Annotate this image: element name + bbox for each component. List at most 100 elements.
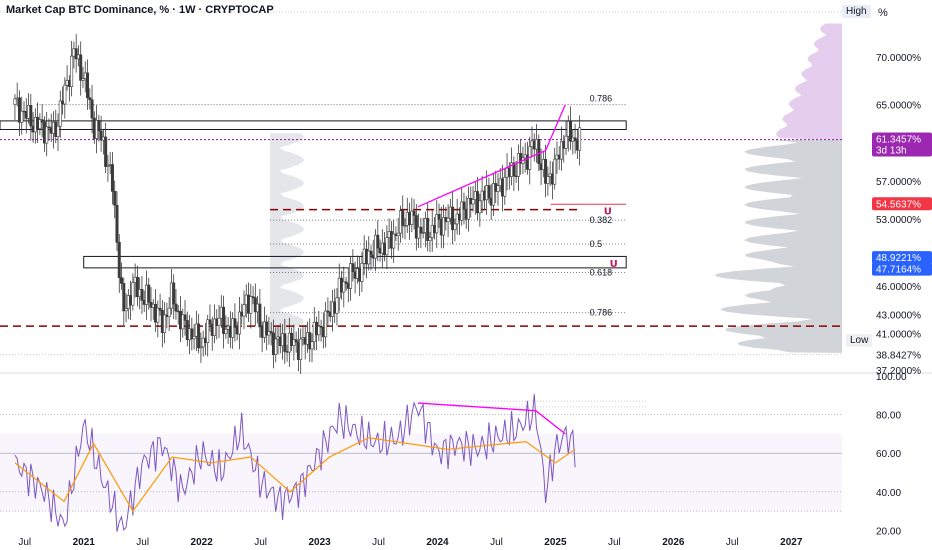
candle-body	[496, 185, 500, 192]
candle-body	[569, 121, 573, 142]
rsi-line	[14, 394, 576, 532]
candle-body	[172, 282, 176, 305]
candle-body	[453, 223, 457, 231]
rsi-axis-tick-label: 60.00	[876, 449, 901, 460]
y-axis-tick-label: 37.2000%	[876, 366, 921, 377]
candle-body	[47, 126, 51, 129]
candle-body	[167, 307, 171, 318]
candle-body	[104, 136, 108, 167]
candle-body	[516, 153, 520, 177]
candle-body	[58, 100, 62, 127]
volume-profile-upper	[776, 23, 842, 140]
candle-body	[435, 214, 439, 234]
candle-body	[471, 199, 475, 205]
low-tag: Low	[846, 334, 873, 347]
x-axis-tick-label: 2021	[73, 537, 96, 548]
y-axis-tick-label: 57.0000%	[876, 177, 921, 188]
unit-label: %	[878, 7, 888, 19]
fib-label: 0.786	[590, 94, 613, 104]
candle-body	[335, 297, 339, 314]
candle-body	[269, 331, 273, 334]
y-axis-tick-label: 43.0000%	[876, 311, 921, 322]
x-axis-tick-label: Jul	[254, 537, 267, 548]
candle-body	[553, 158, 557, 185]
candle-body	[401, 210, 405, 226]
candle-body	[349, 263, 353, 289]
price-tag-low-value: 38.8427%	[876, 350, 921, 361]
candle-body	[503, 176, 507, 197]
y-axis-tick-label: 65.0000%	[876, 101, 921, 112]
candle-body	[460, 201, 464, 221]
candle-body	[124, 308, 128, 312]
candle-body	[578, 127, 582, 151]
candle-body	[213, 318, 217, 336]
candle-body	[351, 263, 355, 272]
candle-body	[190, 328, 194, 340]
candle-body	[421, 232, 425, 234]
candle-body	[158, 307, 162, 311]
price-tag-countdown: 3d 13h	[876, 146, 907, 157]
candle-body	[564, 135, 568, 149]
candle-body	[237, 311, 241, 335]
candle-body	[310, 341, 314, 350]
candle-body	[79, 54, 83, 81]
candle-body	[324, 310, 328, 338]
candle-body	[251, 296, 255, 299]
price-tag-bg	[872, 262, 932, 276]
candle-body	[117, 242, 121, 279]
rsi-axis-tick-label: 40.00	[876, 488, 901, 499]
rsi-signal-line	[14, 437, 576, 513]
candle-body	[192, 336, 196, 340]
candle-body	[113, 191, 117, 206]
candle-body	[197, 323, 201, 349]
candle-body	[20, 110, 24, 123]
y-axis-tick-label: 70.0000%	[876, 53, 921, 64]
candle-body	[88, 97, 92, 101]
candle-body	[491, 183, 495, 206]
candle-body	[81, 78, 85, 81]
price-tag-value: 48.9221%	[876, 253, 921, 264]
volume-profile-middle	[270, 133, 304, 344]
candle-body	[183, 314, 187, 321]
candle-body	[97, 120, 101, 132]
y-axis-tick-label: 46.0000%	[876, 282, 921, 293]
rsi-axis-tick-label: 100.00	[876, 372, 907, 383]
candle-body	[122, 283, 126, 312]
candle-body	[419, 226, 423, 234]
candle-body	[74, 48, 78, 60]
candle-body	[412, 210, 416, 216]
candle-body	[292, 339, 296, 346]
candle-body	[426, 218, 430, 241]
candle-body	[317, 325, 321, 336]
candle-body	[233, 318, 237, 328]
candle-body	[208, 319, 212, 325]
candle-body	[559, 141, 563, 160]
candle-body	[360, 262, 364, 282]
x-axis-tick-label: 2022	[191, 537, 214, 548]
fib-label: 0.786	[590, 308, 613, 318]
x-axis-tick-label: Jul	[608, 537, 621, 548]
candle-body	[283, 333, 287, 352]
x-axis-tick-label: 2024	[426, 537, 449, 548]
candle-body	[369, 250, 373, 256]
candle-body	[206, 319, 210, 344]
candle-body	[140, 289, 144, 301]
rsi-axis-tick-label: 20.00	[876, 526, 901, 537]
candle-body	[442, 217, 446, 236]
y-axis-tick-label: 53.0000%	[876, 215, 921, 226]
candle-body	[135, 276, 139, 298]
candle-body	[163, 314, 167, 333]
candle-body	[546, 176, 550, 184]
fib-label: 0.382	[590, 215, 613, 225]
candle-body	[86, 72, 90, 98]
candle-body	[544, 158, 548, 184]
candle-body	[17, 97, 21, 123]
candle-body	[573, 137, 577, 141]
x-axis-tick-label: 2026	[662, 537, 685, 548]
candle-body	[120, 277, 124, 284]
price-tag-value: 47.7164%	[876, 265, 921, 276]
candle-body	[45, 126, 49, 144]
y-axis-tick-label: 41.0000%	[876, 330, 921, 341]
